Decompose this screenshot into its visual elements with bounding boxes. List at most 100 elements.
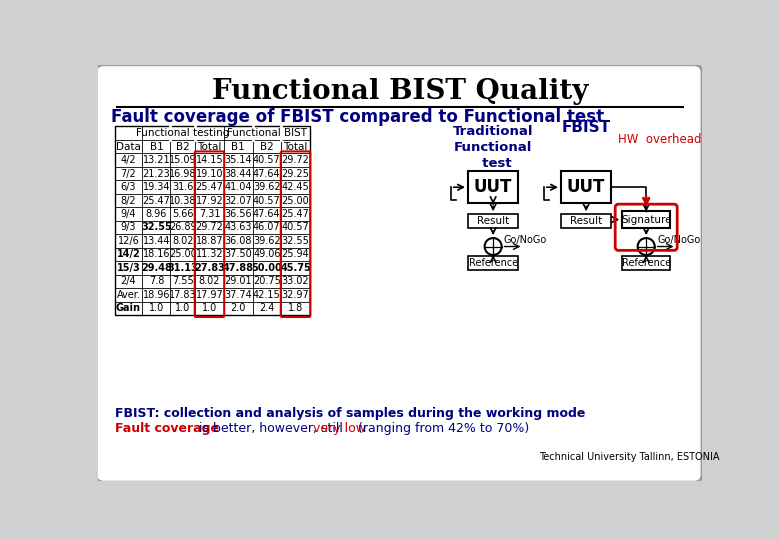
Text: UUT: UUT xyxy=(567,178,605,196)
Text: 7.8: 7.8 xyxy=(149,276,164,286)
Text: 29.72: 29.72 xyxy=(196,222,223,232)
Text: 10.38: 10.38 xyxy=(169,195,197,206)
Text: 9/4: 9/4 xyxy=(121,209,136,219)
Text: 40.57: 40.57 xyxy=(282,222,310,232)
Text: 29.72: 29.72 xyxy=(282,155,310,165)
FancyBboxPatch shape xyxy=(561,214,612,228)
Text: 8.02: 8.02 xyxy=(172,236,193,246)
Text: 1.0: 1.0 xyxy=(202,303,217,313)
Text: B2: B2 xyxy=(176,141,190,152)
FancyBboxPatch shape xyxy=(468,214,519,228)
Text: 15/3: 15/3 xyxy=(117,263,140,273)
Text: 41.04: 41.04 xyxy=(225,182,252,192)
Text: 39.62: 39.62 xyxy=(253,236,281,246)
Text: Fault coverage: Fault coverage xyxy=(115,422,218,435)
Text: Result: Result xyxy=(477,216,509,226)
Text: 12/6: 12/6 xyxy=(118,236,140,246)
Text: 13.21: 13.21 xyxy=(143,155,170,165)
Text: 7.55: 7.55 xyxy=(172,276,193,286)
Text: 5.66: 5.66 xyxy=(172,209,193,219)
Text: 35.14: 35.14 xyxy=(225,155,252,165)
Text: 31.6: 31.6 xyxy=(172,182,193,192)
Text: 21.23: 21.23 xyxy=(143,168,170,179)
Text: 29.48: 29.48 xyxy=(141,263,172,273)
Text: 25.47: 25.47 xyxy=(196,182,223,192)
Text: Total: Total xyxy=(283,141,307,152)
Text: 39.62: 39.62 xyxy=(253,182,281,192)
Text: 25.47: 25.47 xyxy=(282,209,310,219)
Text: Gain: Gain xyxy=(116,303,141,313)
Text: 29.01: 29.01 xyxy=(225,276,252,286)
Text: Functional testing: Functional testing xyxy=(136,128,230,138)
Text: 7.31: 7.31 xyxy=(199,209,220,219)
Text: 1.0: 1.0 xyxy=(149,303,164,313)
Text: 7/2: 7/2 xyxy=(121,168,136,179)
Text: 32.97: 32.97 xyxy=(282,290,310,300)
Text: 32.55: 32.55 xyxy=(282,236,310,246)
Text: Technical University Tallinn, ESTONIA: Technical University Tallinn, ESTONIA xyxy=(539,453,720,462)
Text: 40.57: 40.57 xyxy=(253,195,281,206)
Text: Go/NoGo: Go/NoGo xyxy=(504,235,548,245)
Text: 9/3: 9/3 xyxy=(121,222,136,232)
Text: 45.75: 45.75 xyxy=(280,263,311,273)
Text: UUT: UUT xyxy=(474,178,512,196)
Text: 20.75: 20.75 xyxy=(253,276,281,286)
Text: 42.15: 42.15 xyxy=(253,290,281,300)
Text: 17.92: 17.92 xyxy=(196,195,223,206)
Text: 17.83: 17.83 xyxy=(169,290,197,300)
Text: Reference: Reference xyxy=(622,258,671,268)
Text: Result: Result xyxy=(570,216,602,226)
Text: 19.34: 19.34 xyxy=(143,182,170,192)
Text: HW  overhead: HW overhead xyxy=(618,132,701,146)
Text: 32.07: 32.07 xyxy=(225,195,252,206)
Text: Data: Data xyxy=(116,141,141,152)
FancyBboxPatch shape xyxy=(561,171,612,204)
Text: 2.0: 2.0 xyxy=(230,303,246,313)
Text: Reference: Reference xyxy=(469,258,518,268)
FancyBboxPatch shape xyxy=(622,211,670,228)
Text: 19.10: 19.10 xyxy=(196,168,223,179)
Text: 43.63: 43.63 xyxy=(225,222,252,232)
Text: 16.98: 16.98 xyxy=(169,168,197,179)
Text: 11.32: 11.32 xyxy=(196,249,223,259)
Text: 6/3: 6/3 xyxy=(121,182,136,192)
Text: 47.88: 47.88 xyxy=(222,263,254,273)
Text: 31.13: 31.13 xyxy=(168,263,198,273)
Text: 37.74: 37.74 xyxy=(225,290,252,300)
Text: 2/4: 2/4 xyxy=(121,276,136,286)
Text: Go/NoGo: Go/NoGo xyxy=(657,235,700,245)
Text: 25.47: 25.47 xyxy=(143,195,170,206)
Text: 17.97: 17.97 xyxy=(196,290,223,300)
Text: Traditional
Functional
  test: Traditional Functional test xyxy=(452,125,533,170)
Text: 14/2: 14/2 xyxy=(117,249,140,259)
Text: 46.07: 46.07 xyxy=(253,222,281,232)
Text: 25.94: 25.94 xyxy=(282,249,310,259)
Text: Aver.: Aver. xyxy=(116,290,140,300)
FancyBboxPatch shape xyxy=(622,256,670,269)
Text: 4/2: 4/2 xyxy=(121,155,136,165)
FancyBboxPatch shape xyxy=(468,256,519,269)
Text: 47.64: 47.64 xyxy=(253,168,281,179)
Text: Total: Total xyxy=(197,141,222,152)
Text: 18.16: 18.16 xyxy=(143,249,170,259)
Text: 18.96: 18.96 xyxy=(143,290,170,300)
Text: 36.08: 36.08 xyxy=(225,236,252,246)
Text: 18.87: 18.87 xyxy=(196,236,223,246)
FancyBboxPatch shape xyxy=(468,171,519,204)
Text: 13.44: 13.44 xyxy=(143,236,170,246)
Text: 40.57: 40.57 xyxy=(253,155,281,165)
Text: Fault coverage of FBIST compared to Functional test: Fault coverage of FBIST compared to Func… xyxy=(112,108,604,126)
Text: 38.44: 38.44 xyxy=(225,168,252,179)
Text: 25.00: 25.00 xyxy=(282,195,310,206)
FancyBboxPatch shape xyxy=(115,126,310,315)
Text: is better, however, still: is better, however, still xyxy=(195,422,347,435)
FancyBboxPatch shape xyxy=(96,65,702,482)
Text: 47.64: 47.64 xyxy=(253,209,281,219)
Text: FBIST: collection and analysis of samples during the working mode: FBIST: collection and analysis of sample… xyxy=(115,407,585,420)
Text: 50.00: 50.00 xyxy=(251,263,282,273)
Text: 36.56: 36.56 xyxy=(225,209,252,219)
Text: (ranging from 42% to 70%): (ranging from 42% to 70%) xyxy=(354,422,529,435)
Text: B1: B1 xyxy=(150,141,163,152)
Text: 29.25: 29.25 xyxy=(282,168,310,179)
Text: B2: B2 xyxy=(260,141,274,152)
